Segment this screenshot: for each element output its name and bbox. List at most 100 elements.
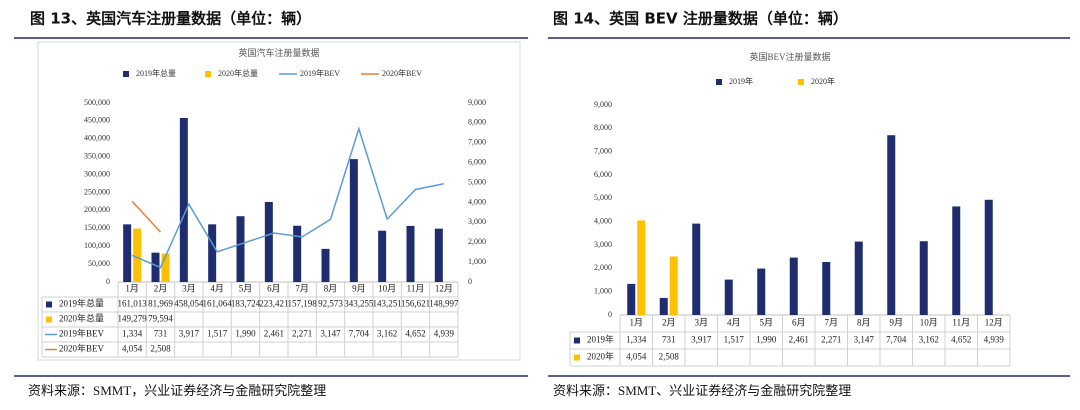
- x-tick-label: 7月: [295, 284, 309, 294]
- x-tick-label: 8月: [324, 284, 338, 294]
- table-cell: 4,054: [626, 352, 647, 362]
- x-tick-label: 2月: [662, 318, 676, 328]
- y-tick-label: 400,000: [84, 134, 110, 143]
- y2-tick-label: 4,000: [468, 197, 486, 206]
- table-cell: 1,334: [626, 335, 647, 345]
- table-cell: 3,917: [179, 329, 200, 339]
- legend-label: 2020年总量: [218, 68, 258, 78]
- legend-swatch: [798, 79, 804, 85]
- table-cell: 731: [154, 329, 168, 339]
- x-tick-label: 12月: [985, 318, 1003, 328]
- y-tick-label: 2,000: [594, 263, 612, 272]
- y2-tick-label: 7,000: [468, 138, 486, 147]
- x-tick-label: 9月: [889, 318, 903, 328]
- table-cell: 79,594: [148, 314, 173, 324]
- table-cell: 2,271: [292, 329, 312, 339]
- bar: [919, 241, 928, 315]
- table-swatch: [574, 354, 580, 361]
- bar: [659, 297, 668, 315]
- y-tick-label: 0: [608, 310, 612, 319]
- y-tick-label: 8,000: [594, 123, 612, 132]
- y-tick-label: 5,000: [594, 193, 612, 202]
- y-tick-label: 50,000: [88, 259, 110, 268]
- legend-label: 2019年BEV: [300, 68, 340, 78]
- line-series: [131, 126, 444, 269]
- table-cell: 2,508: [659, 352, 680, 362]
- x-tick-label: 7月: [824, 318, 838, 328]
- table-cell: 1,517: [207, 329, 228, 339]
- x-tick-label: 5月: [759, 318, 773, 328]
- table-cell: 7,704: [886, 335, 907, 345]
- legend-label: 2019年: [729, 76, 753, 86]
- bar: [434, 228, 443, 282]
- y2-tick-label: 6,000: [468, 157, 486, 166]
- table-cell: 183,724: [231, 299, 261, 309]
- bar: [952, 206, 961, 315]
- y2-tick-label: 2,000: [468, 237, 486, 246]
- y-tick-label: 500,000: [84, 98, 110, 107]
- x-tick-label: 1月: [629, 318, 643, 328]
- table-cell: 148,997: [429, 299, 459, 309]
- y-tick-label: 100,000: [84, 241, 110, 250]
- table-cell: 3,162: [377, 329, 397, 339]
- y2-tick-label: 9,000: [468, 98, 486, 107]
- chart-frame: [37, 41, 521, 361]
- table-cell: 3,147: [320, 329, 341, 339]
- x-tick-label: 3月: [694, 318, 708, 328]
- x-tick-label: 4月: [210, 284, 224, 294]
- bar: [887, 135, 896, 315]
- table-cell: 149,279: [118, 314, 148, 324]
- bar: [406, 225, 415, 282]
- bar: [264, 202, 273, 282]
- y-tick-label: 150,000: [84, 223, 110, 232]
- table-cell: 4,054: [122, 344, 143, 354]
- y-tick-label: 6,000: [594, 170, 612, 179]
- y-tick-label: 200,000: [84, 205, 110, 214]
- chart-subtitle: 英国BEV注册量数据: [749, 51, 830, 62]
- table-cell: 731: [662, 335, 676, 345]
- bar: [637, 220, 646, 315]
- table-cell: 3,147: [854, 335, 875, 345]
- table-row-label: 2020年总量: [59, 313, 104, 324]
- bar: [151, 252, 160, 282]
- bar: [669, 256, 678, 315]
- table-cell: 81,969: [148, 299, 173, 309]
- bar: [822, 262, 831, 315]
- bar: [321, 248, 330, 282]
- x-tick-label: 9月: [352, 284, 366, 294]
- table-row-label: 2020年BEV: [59, 343, 105, 354]
- table-cell: 161,013: [118, 299, 148, 309]
- table-cell: 161,064: [203, 299, 233, 309]
- x-tick-label: 1月: [125, 284, 139, 294]
- table-row-label: 2019年总量: [59, 298, 104, 309]
- y-tick-label: 9,000: [594, 100, 612, 109]
- y2-tick-label: 1,000: [468, 257, 486, 266]
- table-cell: 4,652: [951, 335, 971, 345]
- bar: [692, 223, 701, 315]
- table-cell: 1,990: [235, 329, 256, 339]
- x-tick-label: 10月: [920, 318, 938, 328]
- x-tick-label: 6月: [267, 284, 281, 294]
- x-tick-label: 8月: [857, 318, 871, 328]
- legend-label: 2019年总量: [136, 68, 176, 78]
- table-cell: 157,198: [288, 299, 318, 309]
- x-tick-label: 11月: [952, 318, 970, 328]
- y-tick-label: 350,000: [84, 152, 110, 161]
- x-tick-label: 5月: [239, 284, 253, 294]
- table-row-label: 2019年: [587, 334, 614, 345]
- legend-label: 2020年: [811, 76, 835, 86]
- table-cell: 1,517: [724, 335, 745, 345]
- table-cell: 458,054: [174, 299, 204, 309]
- y-tick-label: 0: [106, 277, 110, 286]
- table-cell: 156,621: [401, 299, 430, 309]
- table-cell: 143,251: [373, 299, 402, 309]
- y-tick-label: 4,000: [594, 216, 612, 225]
- table-cell: 4,939: [984, 335, 1005, 345]
- bar: [236, 216, 245, 282]
- table-cell: 2,461: [789, 335, 809, 345]
- table-cell: 7,704: [349, 329, 370, 339]
- x-tick-label: 4月: [727, 318, 741, 328]
- bar: [757, 268, 766, 315]
- bar: [208, 224, 217, 282]
